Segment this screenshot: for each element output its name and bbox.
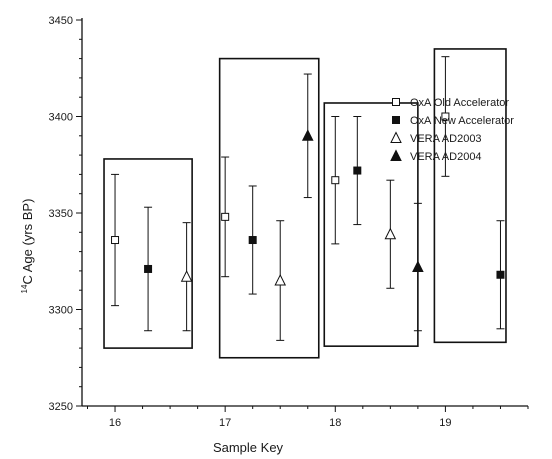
data-point-square-filled <box>353 166 362 175</box>
x-tick-label: 17 <box>219 417 231 429</box>
group-box-4 <box>433 48 507 344</box>
y-tick-label: 3300 <box>49 305 73 317</box>
group-box-3 <box>323 102 419 347</box>
data-point-triangle-open <box>180 270 193 282</box>
legend-label: VERA AD2003 <box>410 133 482 145</box>
x-tick-label: 18 <box>329 417 341 429</box>
x-tick-label: 16 <box>109 417 121 429</box>
x-axis-title: Sample Key <box>213 440 284 455</box>
data-point-square-filled <box>496 270 505 279</box>
data-point-triangle-open <box>274 273 287 286</box>
legend-label: VERA AD2004 <box>410 151 482 163</box>
y-axis-title-main: C Age (yrs BP) <box>20 199 35 285</box>
data-point-square-open <box>221 212 230 221</box>
legend-label: OxA New Accelerator <box>410 115 514 127</box>
data-point-square-open <box>331 176 340 185</box>
group-box-1 <box>103 158 193 349</box>
y-tick-label: 3450 <box>49 15 73 27</box>
y-tick-label: 3250 <box>49 401 73 413</box>
y-tick-label: 3350 <box>49 208 73 220</box>
legend-marker-triangle-filled <box>390 149 402 161</box>
data-point-square-filled <box>248 236 257 245</box>
data-point-triangle-filled <box>301 129 314 141</box>
axes: 3250 3300 3350 3400 3450 16 17 18 19 <box>49 15 529 429</box>
data-point-square-filled <box>144 264 153 273</box>
data-point-triangle-filled <box>412 260 424 273</box>
legend-marker-triangle-open <box>390 131 402 143</box>
x-tick-label: 19 <box>439 417 451 429</box>
legend-marker-square-filled <box>392 116 400 124</box>
legend: OxA Old Accelerator OxA New Accelerator VE… <box>390 97 514 163</box>
group-box-2 <box>218 57 320 359</box>
legend-marker-square-open <box>392 98 400 106</box>
y-axis-title-superscript: 14 <box>20 284 29 293</box>
data-points <box>111 112 505 286</box>
data-point-triangle-open <box>384 227 397 240</box>
data-point-square-open <box>111 236 120 245</box>
legend-label: OxA Old Accelerator <box>410 97 509 109</box>
y-tick-label: 3400 <box>49 112 73 124</box>
y-axis-title: 14C Age (yrs BP) <box>20 199 35 294</box>
data-point-square-open <box>441 112 450 121</box>
